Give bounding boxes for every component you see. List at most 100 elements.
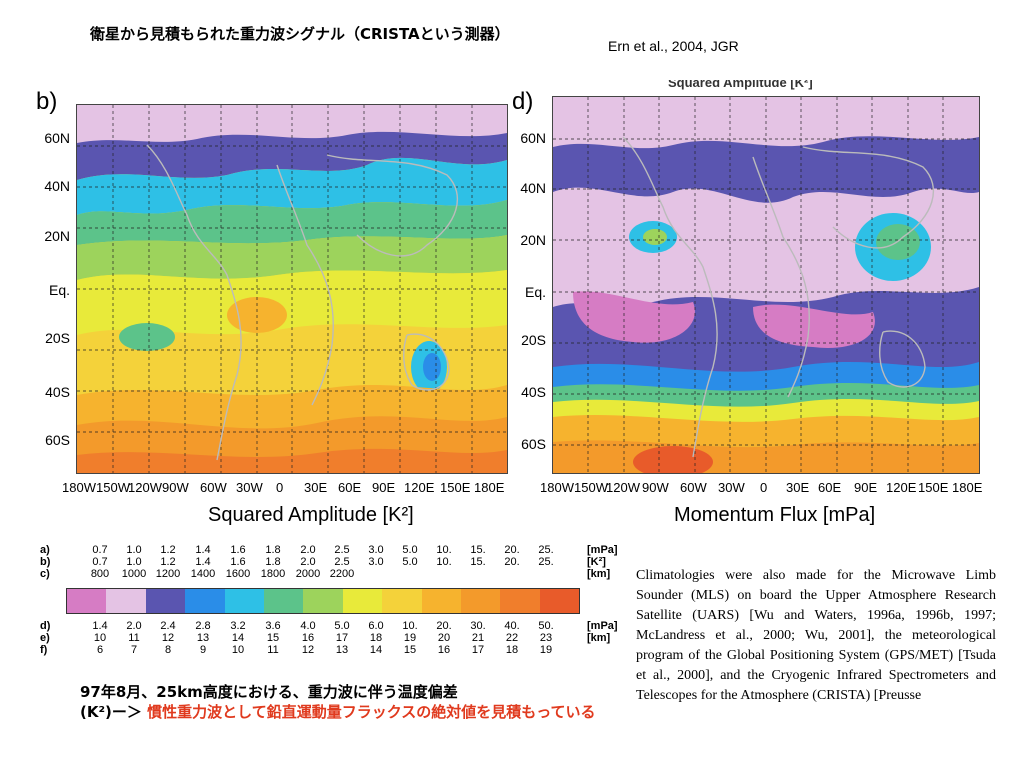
scale-value: 20.	[504, 544, 520, 556]
scale-value: 3.2	[230, 620, 246, 632]
scale-value: 2.4	[160, 620, 176, 632]
colorbar-swatch	[421, 589, 461, 613]
panel-b-y-label: 20S	[45, 330, 70, 346]
scale-value: 11	[267, 644, 279, 656]
scale-top-row-key: c)	[40, 568, 50, 580]
colorbar-swatch	[539, 589, 580, 613]
scale-value: 21	[471, 632, 485, 644]
colorbar-swatch	[500, 589, 540, 613]
scale-value: 2.5	[334, 556, 350, 568]
scale-value: 1.8	[265, 556, 281, 568]
scale-value: 20.	[436, 620, 452, 632]
scale-bottom-row-key: e)	[40, 632, 50, 644]
panel-d-letter: d)	[512, 88, 534, 115]
colorbar-swatch	[342, 589, 383, 613]
panel-b-x-label: 150E	[440, 480, 471, 495]
panel-b-y-label: 40N	[44, 178, 70, 194]
scale-value: 1.2	[160, 556, 176, 568]
scale-bottom-row-unit: [mPa]	[587, 620, 618, 632]
scale-top-row-key: b)	[40, 556, 51, 568]
panel-b-x-label: 150W	[96, 480, 130, 495]
scale-value: 2200	[329, 568, 355, 580]
scale-value: 22	[505, 632, 519, 644]
scale-value: 18	[505, 644, 519, 656]
panel-d-y-label: 40S	[521, 384, 546, 400]
colorbar-swatch	[382, 589, 422, 613]
scale-value: 1000	[121, 568, 147, 580]
scale-value: 10.	[436, 544, 452, 556]
scale-bottom-row-key: d)	[40, 620, 51, 632]
scale-value: 50.	[538, 620, 554, 632]
panel-b-x-label: 90W	[162, 480, 189, 495]
panel-d-y-label: 40N	[520, 180, 546, 196]
panel-b-y-label: 20N	[44, 228, 70, 244]
scale-value: 11	[128, 632, 140, 644]
scale-value: 2.0	[300, 544, 316, 556]
scale-value: 1600	[225, 568, 251, 580]
scale-value: 15.	[470, 544, 486, 556]
scale-value: 19	[403, 632, 417, 644]
colorbar-swatch	[106, 589, 146, 613]
panel-d-x-label: 90E	[854, 480, 878, 495]
panel-b-letter: b)	[36, 88, 58, 115]
scale-colorbar	[66, 588, 580, 614]
scale-value: 9	[199, 644, 207, 656]
scale-value: 15	[266, 632, 280, 644]
scale-value: 15.	[470, 556, 486, 568]
colorbar-swatch	[263, 589, 304, 613]
colorbar-swatch	[67, 589, 107, 613]
bottom-line-2: (K²)ー＞ 慣性重力波として鉛直運動量フラックスの絶対値を見積もっている	[80, 702, 600, 722]
scale-top-row-unit: [mPa]	[587, 544, 618, 556]
scale-value: 3.6	[265, 620, 281, 632]
panel-b-x-label: 120E	[404, 480, 435, 495]
scale-value: 7	[130, 644, 138, 656]
scale-bottom-row-unit: [km]	[587, 632, 611, 644]
panel-b-contour-map	[77, 105, 507, 473]
scale-value: 10.	[402, 620, 418, 632]
panel-b-x-label: 180E	[474, 480, 505, 495]
panel-d-x-label: 60E	[818, 480, 842, 495]
scale-value: 17	[471, 644, 485, 656]
panel-d-y-label: 20S	[521, 332, 546, 348]
panel-d-x-label: 150W	[574, 480, 608, 495]
panel-b-x-label: 30W	[236, 480, 263, 495]
scale-value: 17	[335, 632, 349, 644]
scale-value: 1.6	[230, 544, 246, 556]
bottom-line-2-highlight: 慣性重力波として鉛直運動量フラックスの絶対値を見積もっている	[147, 703, 596, 721]
scale-value: 10.	[436, 556, 452, 568]
scale-top-row-key: a)	[40, 544, 50, 556]
panel-d-map	[552, 96, 980, 478]
scale-value: 10	[231, 644, 245, 656]
scale-value: 30.	[470, 620, 486, 632]
panel-b-y-label: 60S	[45, 432, 70, 448]
scale-value: 16	[437, 644, 451, 656]
scale-value: 14	[369, 644, 383, 656]
panel-b-y-label: 40S	[45, 384, 70, 400]
scale-value: 25.	[538, 544, 554, 556]
scale-value: 20	[437, 632, 451, 644]
scale-value: 5.0	[334, 620, 350, 632]
panel-d-x-label: 180E	[952, 480, 983, 495]
scale-value: 4.0	[300, 620, 316, 632]
scale-value: 8	[164, 644, 172, 656]
bottom-line-1: 97年8月、25km高度における、重力波に伴う温度偏差	[80, 683, 458, 701]
panel-b-x-label: 0	[276, 480, 284, 495]
scale-value: 20.	[504, 556, 520, 568]
scale-value: 1400	[190, 568, 216, 580]
scale-value: 14	[231, 632, 245, 644]
scale-top-row-unit: [K²]	[587, 556, 606, 568]
scale-value: 1.2	[160, 544, 176, 556]
scale-value: 6	[96, 644, 104, 656]
scale-value: 3.0	[368, 544, 384, 556]
scale-value: 23	[539, 632, 553, 644]
panel-d-cut-caption: Squared Amplitude [K²]	[668, 80, 813, 90]
scale-value: 25.	[538, 556, 554, 568]
colorbar-swatch	[460, 589, 501, 613]
scale-value: 2.5	[334, 544, 350, 556]
scale-value: 6.0	[368, 620, 384, 632]
scale-value: 18	[369, 632, 383, 644]
slide-title: 衛星から見積もられた重力波シグナル（CRISTAという測器）	[90, 25, 510, 43]
scale-value: 13	[335, 644, 349, 656]
citation: Ern et al., 2004, JGR	[608, 38, 739, 54]
scale-value: 800	[90, 568, 110, 580]
